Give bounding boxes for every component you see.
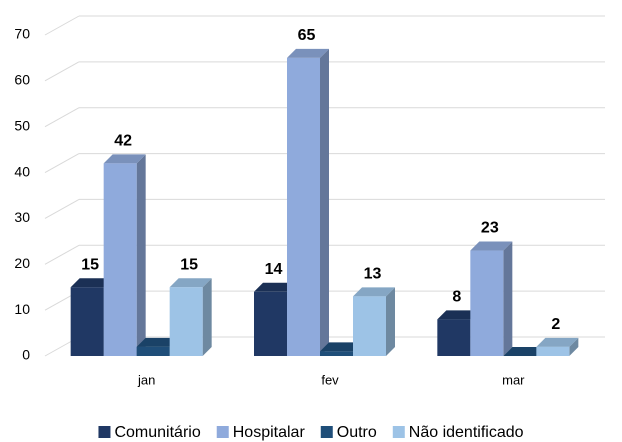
- legend-label: Outro: [337, 424, 377, 441]
- bar: [437, 319, 471, 356]
- bar-top: [70, 278, 113, 288]
- bar-top: [287, 48, 329, 58]
- bar-side: [320, 48, 329, 357]
- bar: [536, 346, 570, 356]
- x-tick-label: jan: [137, 372, 155, 387]
- grid-line-side: [44, 153, 80, 174]
- legend-swatch: [216, 426, 229, 438]
- bar: [254, 291, 287, 356]
- grid-line-side: [44, 198, 80, 219]
- y-tick-label: 0: [22, 347, 30, 363]
- bar-top: [470, 241, 513, 251]
- bar-top: [503, 347, 546, 356]
- bar-top: [536, 337, 579, 347]
- y-tick-label: 40: [14, 163, 30, 179]
- grid-line-side: [44, 61, 80, 82]
- bar-top: [437, 310, 480, 320]
- legend-swatch: [320, 426, 333, 438]
- legend-label: Não identificado: [409, 424, 524, 441]
- bar: [287, 57, 320, 357]
- bar-top: [136, 337, 179, 347]
- x-tick-label: fev: [321, 372, 339, 387]
- bar-side: [569, 337, 579, 356]
- legend: Comunitário Hospitalar Outro Não identifica…: [98, 424, 524, 441]
- legend-label: Hospitalar: [233, 424, 306, 441]
- bar: [169, 287, 203, 356]
- grid-line-side: [44, 107, 80, 128]
- x-tick-label: mar: [502, 372, 525, 387]
- y-tick-label: 30: [14, 209, 30, 225]
- y-tick-label: 60: [14, 72, 30, 88]
- value-label: 23: [481, 220, 499, 237]
- grid-line-side: [44, 15, 80, 36]
- bar-side: [386, 287, 395, 356]
- bar: [353, 296, 386, 356]
- bar-side: [202, 278, 212, 356]
- value-label: 42: [114, 133, 132, 150]
- bar: [320, 351, 353, 356]
- legend-swatch: [98, 426, 111, 438]
- bar-side: [136, 154, 146, 356]
- value-label: 65: [298, 27, 316, 44]
- bar-top: [169, 278, 212, 288]
- value-label: 15: [180, 256, 198, 273]
- bar: [470, 250, 504, 356]
- bar: [136, 346, 170, 356]
- bar-side: [503, 241, 513, 356]
- value-label: 14: [265, 261, 283, 278]
- value-label: 13: [364, 266, 382, 283]
- legend-label: Comunitário: [114, 424, 200, 441]
- value-label: 8: [452, 289, 461, 306]
- y-tick-label: 70: [14, 26, 30, 42]
- value-label: 15: [81, 256, 99, 273]
- bar-top: [254, 282, 296, 292]
- grid-line-side: [44, 244, 80, 265]
- bar: [70, 287, 104, 356]
- legend-swatch: [392, 426, 405, 438]
- bar-top: [103, 154, 146, 164]
- value-label: 2: [551, 316, 560, 333]
- y-tick-label: 10: [14, 301, 30, 317]
- y-tick-label: 50: [14, 117, 30, 133]
- y-tick-label: 20: [14, 255, 30, 271]
- bar-top: [353, 287, 395, 297]
- bar: [103, 163, 137, 356]
- bar-top: [320, 342, 362, 352]
